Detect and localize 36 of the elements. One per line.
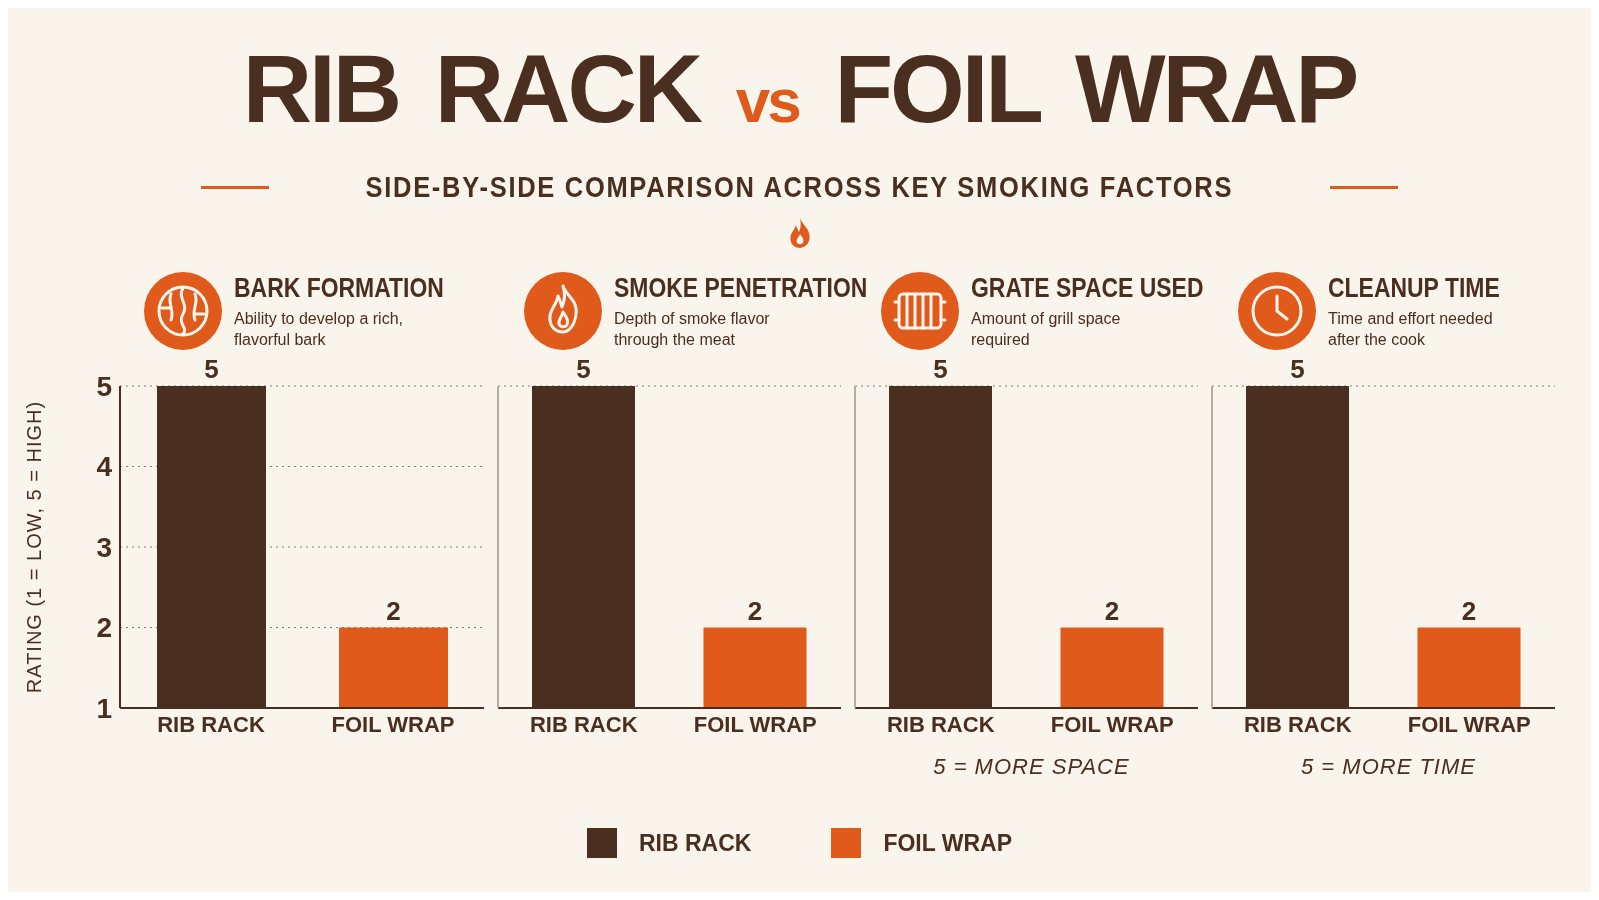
chart-title: GRATE SPACE USED xyxy=(971,272,1204,304)
x-tick-label: RIB RACK xyxy=(529,711,638,737)
chart-subtitle: Depth of smoke flavor through the meat xyxy=(614,308,771,350)
x-axis-title: 5 = MORE TIME xyxy=(1300,754,1477,780)
chart-title: BARK FORMATION xyxy=(234,272,444,304)
x-tick-label: FOIL WRAP xyxy=(331,711,455,737)
x-tick-label: FOIL WRAP xyxy=(1407,711,1531,737)
x-tick-label: FOIL WRAP xyxy=(1050,711,1174,737)
text: RIB RACK vs FOIL WRAP xyxy=(242,35,1357,142)
x-tick-label: RIB RACK xyxy=(886,711,995,737)
y-tick-label: 5 xyxy=(96,370,112,402)
y-axis-title: RATING (1 = LOW, 5 = HIGH) xyxy=(23,400,46,694)
data-label: 5 xyxy=(204,354,219,384)
x-tick-label: RIB RACK xyxy=(1243,711,1352,737)
data-label: 5 xyxy=(1290,354,1305,384)
chart-title: CLEANUP TIME xyxy=(1328,272,1500,304)
x-tick-label: FOIL WRAP xyxy=(693,711,817,737)
data-label: 2 xyxy=(386,595,401,626)
legend-label: RIB RACK xyxy=(638,829,752,857)
legend-label: FOIL WRAP xyxy=(883,829,1013,857)
y-tick-label: 3 xyxy=(96,531,112,563)
y-tick-label: 2 xyxy=(96,612,112,644)
y-tick-label: 4 xyxy=(96,451,113,483)
data-label: 5 xyxy=(576,354,591,384)
chart-subtitle: Ability to develop a rich, flavorful bark xyxy=(234,308,404,350)
chart-title: SMOKE PENETRATION xyxy=(614,272,868,304)
text: SIDE-BY-SIDE COMPARISON ACROSS KEY SMOKING FACTORS xyxy=(365,170,1234,204)
data-label: 2 xyxy=(1461,595,1477,626)
chart-subtitle: Time and effort needed after the cook xyxy=(1328,308,1494,350)
x-axis-title: 5 = MORE SPACE xyxy=(932,754,1131,780)
y-tick-label: 1 xyxy=(96,692,112,724)
x-tick-label: RIB RACK xyxy=(157,711,265,737)
chart-subtitle: Amount of grill space required xyxy=(971,308,1122,350)
data-label: 2 xyxy=(747,595,763,626)
data-label: 2 xyxy=(1104,595,1120,626)
data-label: 5 xyxy=(933,354,948,384)
